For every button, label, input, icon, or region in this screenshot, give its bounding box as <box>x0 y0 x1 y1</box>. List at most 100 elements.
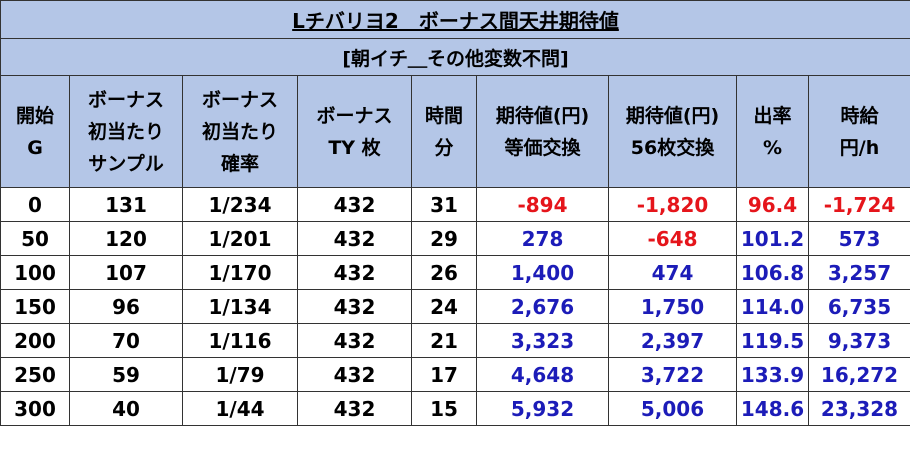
column-header-line: 分 <box>434 136 454 159</box>
title-text: Lチバリヨ2 ボーナス間天井期待値 <box>292 9 619 33</box>
cell-bonus-probability: 1/134 <box>182 289 298 324</box>
column-header-bonus-ty: ボーナス TY 枚 <box>297 75 412 188</box>
cell-bonus-probability: 1/234 <box>182 187 298 222</box>
cell-bonus-ty: 432 <box>297 187 412 222</box>
column-header-line: % <box>762 136 783 159</box>
cell-time-minutes: 24 <box>411 289 477 324</box>
cell-start-game: 150 <box>0 289 70 324</box>
cell-payout-rate: 148.6 <box>736 391 809 426</box>
column-header-row: 開始 G ボーナス 初当たり サンプル ボーナス 初当たり 確率 ボーナス TY 枚時間分期待値(… <box>0 75 910 188</box>
cell-payout-rate: 96.4 <box>736 187 809 222</box>
cell-hourly-wage: -1,724 <box>807 187 910 222</box>
cell-bonus-probability: 1/79 <box>182 357 298 392</box>
cell-hourly-wage: 9,373 <box>807 323 910 358</box>
column-header-ev-56-exchange: 期待値(円) 56枚交換 <box>608 75 737 188</box>
table-title: Lチバリヨ2 ボーナス間天井期待値 <box>0 0 910 39</box>
cell-start-game: 0 <box>0 187 70 222</box>
column-header-line: 時給 <box>840 104 879 127</box>
table-row: 300 40 1/44 432 15 5,932 5,006 148.6 23,328 <box>0 391 910 426</box>
cell-bonus-ty: 432 <box>297 221 412 256</box>
cell-ev-equal-exchange: 278 <box>476 221 609 256</box>
cell-ev-equal-exchange: 3,323 <box>476 323 609 358</box>
cell-bonus-probability: 1/170 <box>182 255 298 290</box>
cell-payout-rate: 106.8 <box>736 255 809 290</box>
column-header-line: 期待値(円) <box>495 104 590 127</box>
cell-ev-equal-exchange: 1,400 <box>476 255 609 290</box>
cell-start-game: 50 <box>0 221 70 256</box>
cell-time-minutes: 26 <box>411 255 477 290</box>
column-header-line: ボーナス <box>201 88 278 111</box>
table-subtitle: [朝イチ＿その他変数不問] <box>0 38 910 76</box>
cell-payout-rate: 101.2 <box>736 221 809 256</box>
cell-hourly-wage: 6,735 <box>807 289 910 324</box>
cell-bonus-ty: 432 <box>297 391 412 426</box>
column-header-line: 初当たり <box>201 120 278 143</box>
cell-bonus-sample: 120 <box>69 221 183 256</box>
cell-time-minutes: 29 <box>411 221 477 256</box>
table-row: 150 96 1/134 432 24 2,676 1,750 114.0 6,735 <box>0 289 910 324</box>
cell-start-game: 300 <box>0 391 70 426</box>
table-row: 200 70 1/116 432 21 3,323 2,397 119.5 9,373 <box>0 323 910 358</box>
cell-ev-equal-exchange: -894 <box>476 187 609 222</box>
cell-payout-rate: 114.0 <box>736 289 809 324</box>
table-row: 250 59 1/79 432 17 4,648 3,722 133.9 16,272 <box>0 357 910 392</box>
column-header-bonus-probability: ボーナス初当たり確率 <box>182 75 298 188</box>
cell-hourly-wage: 23,328 <box>807 391 910 426</box>
column-header-line: 確率 <box>220 152 259 175</box>
cell-ev-56-exchange: 2,397 <box>608 323 737 358</box>
cell-hourly-wage: 3,257 <box>807 255 910 290</box>
cell-hourly-wage: 16,272 <box>807 357 910 392</box>
cell-ev-equal-exchange: 2,676 <box>476 289 609 324</box>
table-row: 50 120 1/201 432 29 278 -648 101.2 573 <box>0 221 910 256</box>
cell-hourly-wage: 573 <box>807 221 910 256</box>
cell-bonus-probability: 1/201 <box>182 221 298 256</box>
cell-time-minutes: 15 <box>411 391 477 426</box>
column-header-line: 初当たり <box>87 120 164 143</box>
cell-ev-56-exchange: 5,006 <box>608 391 737 426</box>
column-header-line: 等価交換 <box>504 136 581 159</box>
column-header-hourly-wage: 時給円/h <box>807 75 910 188</box>
cell-bonus-probability: 1/116 <box>182 323 298 358</box>
cell-bonus-sample: 70 <box>69 323 183 358</box>
cell-payout-rate: 119.5 <box>736 323 809 358</box>
table-body: 0 131 1/234 432 31 -894 -1,820 96.4 -1,724 50 120 1… <box>0 187 910 426</box>
column-header-line: TY 枚 <box>328 136 381 159</box>
cell-ev-56-exchange: 3,722 <box>608 357 737 392</box>
column-header-line: ボーナス <box>87 88 164 111</box>
cell-ev-56-exchange: 474 <box>608 255 737 290</box>
cell-bonus-ty: 432 <box>297 357 412 392</box>
cell-bonus-ty: 432 <box>297 323 412 358</box>
column-header-line: 開始 <box>15 104 54 127</box>
cell-start-game: 100 <box>0 255 70 290</box>
cell-start-game: 250 <box>0 357 70 392</box>
cell-ev-56-exchange: -1,820 <box>608 187 737 222</box>
column-header-line: サンプル <box>88 152 164 175</box>
cell-bonus-sample: 96 <box>69 289 183 324</box>
expected-value-table: Lチバリヨ2 ボーナス間天井期待値 [朝イチ＿その他変数不問] 開始 G ボーナス初… <box>0 0 910 426</box>
column-header-time-minutes: 時間分 <box>411 75 477 188</box>
cell-bonus-sample: 131 <box>69 187 183 222</box>
column-header-payout-rate: 出率% <box>736 75 809 188</box>
cell-bonus-sample: 40 <box>69 391 183 426</box>
column-header-line: 期待値(円) <box>625 104 720 127</box>
cell-ev-56-exchange: -648 <box>608 221 737 256</box>
cell-bonus-sample: 107 <box>69 255 183 290</box>
cell-bonus-ty: 432 <box>297 255 412 290</box>
column-header-bonus-sample: ボーナス初当たりサンプル <box>69 75 183 188</box>
column-header-line: 円/h <box>839 136 880 159</box>
cell-ev-equal-exchange: 5,932 <box>476 391 609 426</box>
cell-bonus-ty: 432 <box>297 289 412 324</box>
column-header-start-game: 開始 G <box>0 75 70 188</box>
column-header-line: ボーナス <box>316 104 393 127</box>
cell-payout-rate: 133.9 <box>736 357 809 392</box>
column-header-ev-equal-exchange: 期待値(円) 等価交換 <box>476 75 609 188</box>
cell-time-minutes: 21 <box>411 323 477 358</box>
cell-time-minutes: 31 <box>411 187 477 222</box>
cell-time-minutes: 17 <box>411 357 477 392</box>
table-row: 100 107 1/170 432 26 1,400 474 106.8 3,257 <box>0 255 910 290</box>
cell-ev-equal-exchange: 4,648 <box>476 357 609 392</box>
column-header-line: 時間 <box>424 104 463 127</box>
cell-ev-56-exchange: 1,750 <box>608 289 737 324</box>
cell-bonus-probability: 1/44 <box>182 391 298 426</box>
cell-start-game: 200 <box>0 323 70 358</box>
